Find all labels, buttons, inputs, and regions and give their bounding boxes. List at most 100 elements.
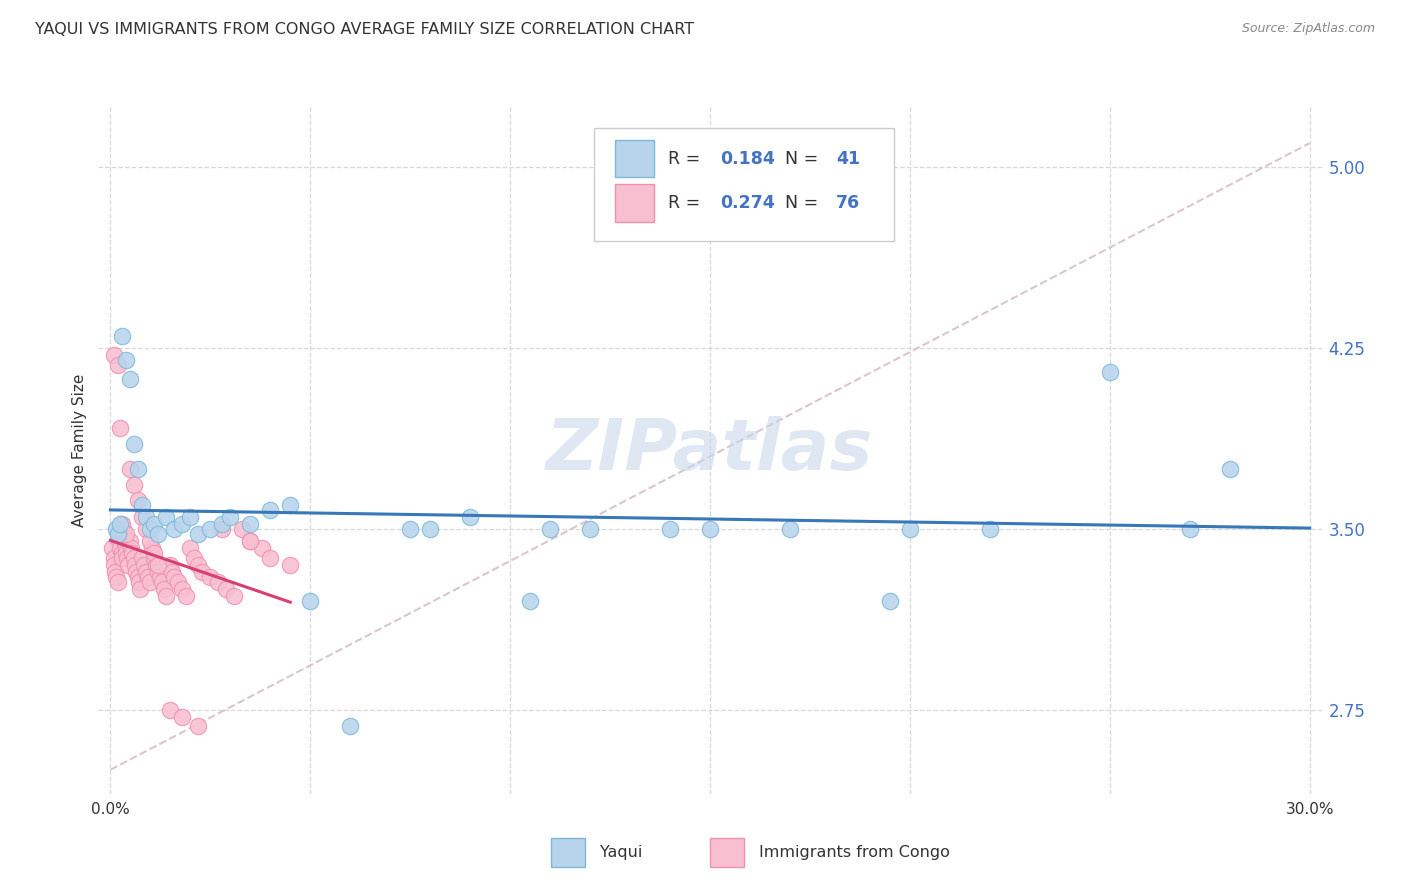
- Bar: [614, 185, 654, 222]
- Point: [659, 522, 682, 536]
- Point: [120, 541, 142, 555]
- Point: [110, 546, 132, 560]
- Point: [121, 546, 143, 560]
- Point: [399, 522, 422, 536]
- Point: [159, 558, 181, 572]
- Point: [148, 558, 170, 572]
- Point: [112, 533, 135, 548]
- Point: [159, 702, 181, 716]
- Point: [105, 522, 128, 536]
- Point: [131, 498, 153, 512]
- Point: [139, 574, 162, 589]
- Point: [879, 594, 901, 608]
- Point: [143, 550, 166, 565]
- Point: [128, 574, 150, 589]
- Point: [163, 570, 186, 584]
- Point: [339, 719, 361, 733]
- Text: R =: R =: [668, 150, 706, 168]
- Point: [101, 541, 124, 555]
- Point: [219, 509, 242, 524]
- Text: YAQUI VS IMMIGRANTS FROM CONGO AVERAGE FAMILY SIZE CORRELATION CHART: YAQUI VS IMMIGRANTS FROM CONGO AVERAGE F…: [35, 22, 695, 37]
- Text: Immigrants from Congo: Immigrants from Congo: [759, 845, 950, 860]
- Point: [129, 582, 152, 596]
- Point: [134, 558, 156, 572]
- Point: [103, 348, 125, 362]
- Text: 41: 41: [837, 150, 860, 168]
- Point: [135, 565, 157, 579]
- Text: ZIPatlas: ZIPatlas: [547, 416, 873, 485]
- Point: [107, 526, 129, 541]
- Point: [135, 522, 157, 536]
- Point: [239, 533, 262, 548]
- Point: [779, 522, 801, 536]
- Point: [172, 516, 194, 531]
- Point: [135, 509, 157, 524]
- Point: [579, 522, 602, 536]
- Point: [187, 526, 209, 541]
- Point: [211, 522, 233, 536]
- Point: [115, 353, 138, 368]
- Point: [127, 461, 149, 475]
- Point: [131, 509, 153, 524]
- Point: [150, 574, 173, 589]
- Point: [239, 533, 262, 548]
- Point: [127, 492, 149, 507]
- Text: Yaqui: Yaqui: [600, 845, 643, 860]
- Bar: [710, 838, 744, 867]
- Point: [111, 516, 134, 531]
- Point: [187, 558, 209, 572]
- Point: [898, 522, 921, 536]
- Point: [124, 437, 146, 451]
- Point: [183, 550, 205, 565]
- Text: N =: N =: [785, 194, 824, 212]
- Point: [110, 541, 132, 555]
- Point: [139, 533, 162, 548]
- Point: [111, 329, 134, 343]
- Point: [252, 541, 274, 555]
- Y-axis label: Average Family Size: Average Family Size: [72, 374, 87, 527]
- Point: [120, 372, 142, 386]
- Point: [124, 478, 146, 492]
- Point: [105, 570, 128, 584]
- Point: [207, 574, 229, 589]
- Point: [104, 565, 127, 579]
- Point: [519, 594, 541, 608]
- Point: [141, 541, 163, 555]
- Point: [162, 565, 184, 579]
- Point: [259, 502, 281, 516]
- Point: [699, 522, 721, 536]
- Point: [124, 558, 146, 572]
- Text: N =: N =: [785, 150, 824, 168]
- Point: [179, 541, 201, 555]
- Point: [1178, 522, 1201, 536]
- Point: [239, 516, 262, 531]
- Point: [215, 582, 238, 596]
- Point: [1219, 461, 1241, 475]
- Point: [538, 522, 561, 536]
- Point: [111, 550, 134, 565]
- Point: [145, 558, 167, 572]
- Point: [110, 420, 132, 434]
- Point: [107, 526, 129, 541]
- Point: [138, 570, 160, 584]
- Point: [979, 522, 1001, 536]
- Point: [458, 509, 481, 524]
- Point: [155, 589, 177, 603]
- Point: [419, 522, 441, 536]
- Point: [231, 522, 253, 536]
- Text: 76: 76: [837, 194, 860, 212]
- Point: [179, 509, 201, 524]
- Point: [143, 516, 166, 531]
- Point: [115, 550, 138, 565]
- Point: [103, 558, 125, 572]
- Point: [176, 589, 198, 603]
- Point: [224, 589, 246, 603]
- Point: [110, 516, 132, 531]
- Point: [107, 358, 129, 372]
- Point: [127, 570, 149, 584]
- Point: [107, 574, 129, 589]
- Point: [115, 526, 138, 541]
- Point: [167, 574, 190, 589]
- Text: 0.274: 0.274: [720, 194, 775, 212]
- Point: [278, 498, 301, 512]
